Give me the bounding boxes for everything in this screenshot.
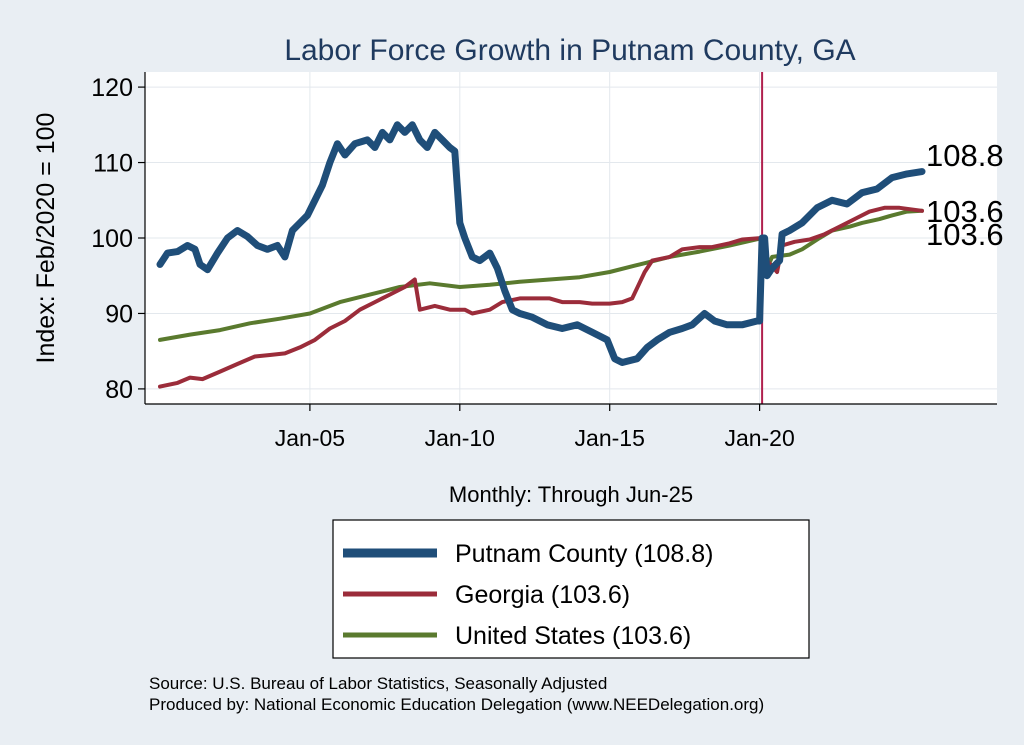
x-tick-label: Jan-20 [724,425,794,451]
x-tick-label: Jan-10 [425,425,495,451]
legend: Putnam County (108.8) Georgia (103.6) Unit… [332,519,810,659]
plot-area: 80 90 100 110 120 Jan-05 Jan-10 Jan-15 Jan-20 10… [91,72,1004,451]
y-tick-label: 80 [105,376,133,404]
legend-label-3: United States (103.6) [455,622,691,650]
chart-title: Labor Force Growth in Putnam County, GA [284,34,855,67]
footer-source: Source: U.S. Bureau of Labor Statistics,… [149,674,607,693]
series-end-label-3: 103.6 [926,217,1004,252]
series-end-label-1: 108.8 [926,138,1004,173]
x-tick-label: Jan-05 [275,425,345,451]
footer-produced-by: Produced by: National Economic Education… [149,695,764,714]
axes: 80 90 100 110 120 Jan-05 Jan-10 Jan-15 Jan-20 [91,72,997,451]
y-axis-label: Index: Feb/2020 = 100 [32,113,60,364]
x-axis-label: Monthly: Through Jun-25 [449,482,693,507]
y-tick-label: 120 [91,74,133,102]
legend-label-1: Putnam County (108.8) [455,540,713,568]
series-end-label-2: 103.6 [926,194,1004,229]
y-tick-label: 100 [91,225,133,253]
x-tick-label: Jan-15 [575,425,645,451]
y-tick-label: 90 [105,300,133,328]
legend-label-2: Georgia (103.6) [455,581,630,609]
series-lines [156,121,926,389]
legend-items: Putnam County (108.8) Georgia (103.6) Unit… [343,540,713,650]
series-line-1 [156,121,926,366]
y-tick-label: 110 [93,150,133,178]
legend-box [332,519,810,659]
series-line-3 [158,208,924,342]
